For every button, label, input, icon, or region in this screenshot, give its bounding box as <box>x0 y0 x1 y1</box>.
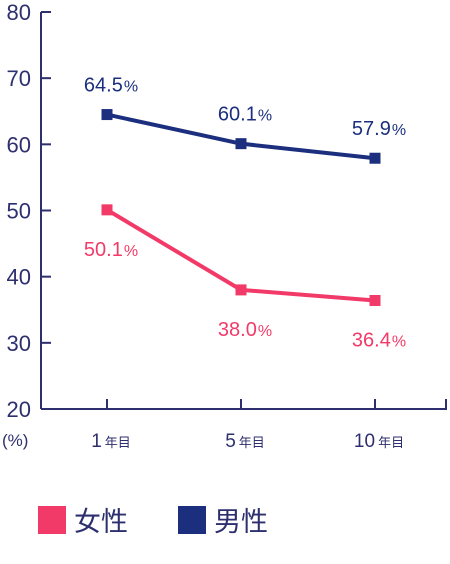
data-label: 36.4% <box>352 329 406 351</box>
data-point-marker <box>369 294 381 306</box>
legend-label-female: 女性 <box>74 507 128 538</box>
y-tick-label: 60 <box>7 132 31 157</box>
data-point-marker <box>235 138 247 150</box>
data-label: 57.9% <box>352 118 406 140</box>
y-tick-label: 70 <box>7 66 31 91</box>
y-axis-label: (%) <box>2 431 28 450</box>
y-tick-label: 30 <box>7 331 31 356</box>
line-chart: 20 30 40 50 60 70 80 (%) 1 年目 5 年目 10 年目 64.5% 60.1% 57.… <box>2 0 447 452</box>
y-tick-label: 40 <box>7 265 31 290</box>
data-point-marker <box>369 152 381 164</box>
data-label: 64.5% <box>84 75 138 97</box>
data-point-marker <box>101 109 113 121</box>
x-tick-label: 10 年目 <box>354 431 404 452</box>
legend-swatch-male <box>178 505 206 534</box>
legend-item-male: 男性 <box>178 500 268 539</box>
y-tick-label: 20 <box>7 397 31 422</box>
data-point-marker <box>101 204 113 216</box>
legend: 女性 男性 <box>38 500 318 539</box>
data-label: 50.1% <box>84 239 138 261</box>
x-tick-label: 1 年目 <box>91 431 131 452</box>
y-tick-label: 50 <box>7 199 31 224</box>
y-tick-label: 80 <box>7 0 31 25</box>
data-point-marker <box>235 284 247 296</box>
legend-item-female: 女性 <box>38 500 128 539</box>
legend-swatch-female <box>38 505 66 534</box>
legend-label-male: 男性 <box>214 507 268 538</box>
x-tick-label: 5 年目 <box>225 431 265 452</box>
data-label: 60.1% <box>218 104 272 126</box>
data-label: 38.0% <box>218 319 272 341</box>
